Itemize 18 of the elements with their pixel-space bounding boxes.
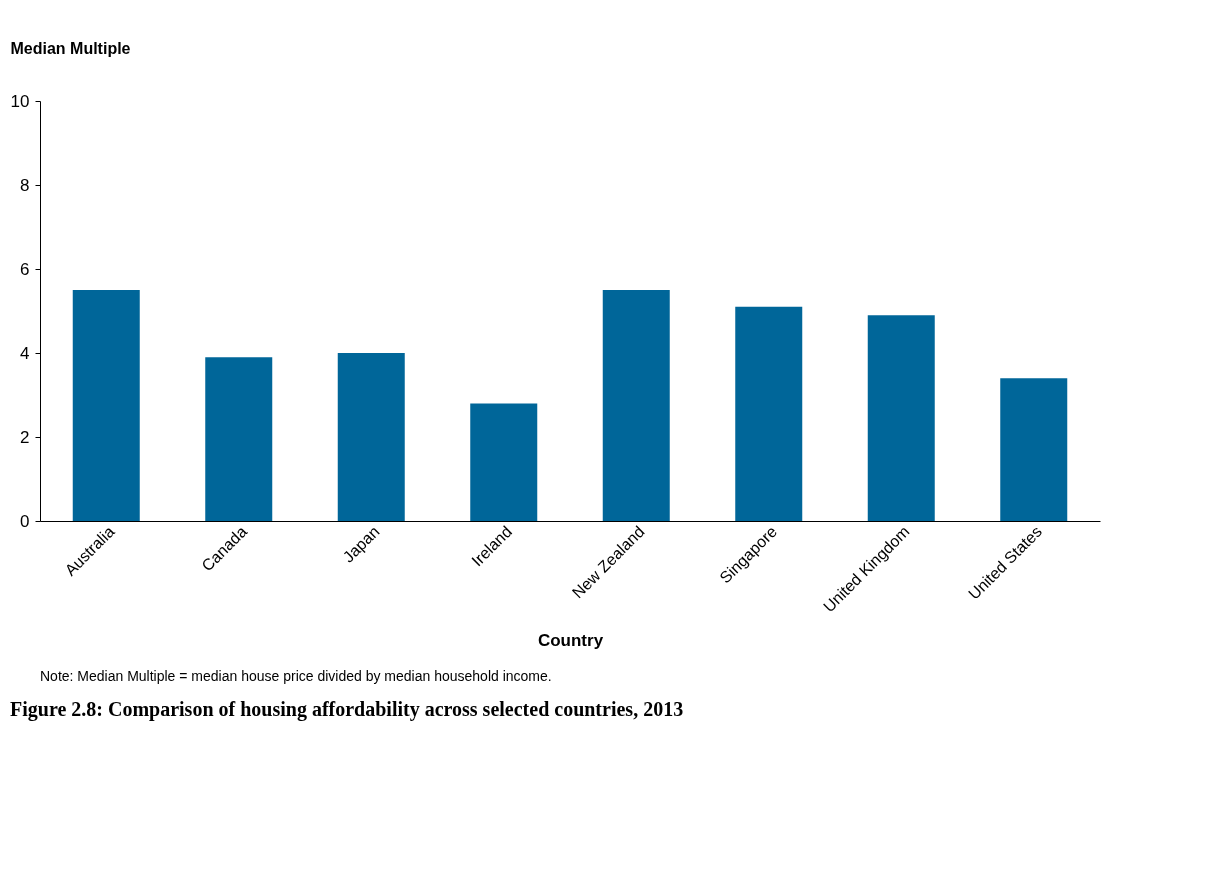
bar — [602, 290, 670, 521]
y-tick-label: 6 — [20, 259, 30, 279]
text: Figure 2.8: Comparison of housing affordability across selected countries, 2013 — [10, 698, 684, 721]
y-tick-label: 4 — [20, 343, 30, 363]
bar — [1000, 378, 1068, 521]
bar — [735, 306, 803, 521]
y-tick-label: 0 — [20, 511, 30, 531]
bar — [470, 403, 538, 521]
bar — [337, 353, 405, 521]
bar — [72, 290, 140, 521]
y-axis-title: Median Multiple — [10, 39, 131, 57]
text: Note: Median Multiple = median house price divided by median household income. — [40, 668, 552, 684]
y-tick-label: 8 — [20, 175, 30, 195]
x-axis-title: Country — [537, 631, 604, 651]
y-tick-label: 10 — [10, 91, 30, 111]
bar — [867, 315, 935, 521]
bar — [205, 357, 273, 521]
y-tick-label: 2 — [20, 427, 30, 447]
